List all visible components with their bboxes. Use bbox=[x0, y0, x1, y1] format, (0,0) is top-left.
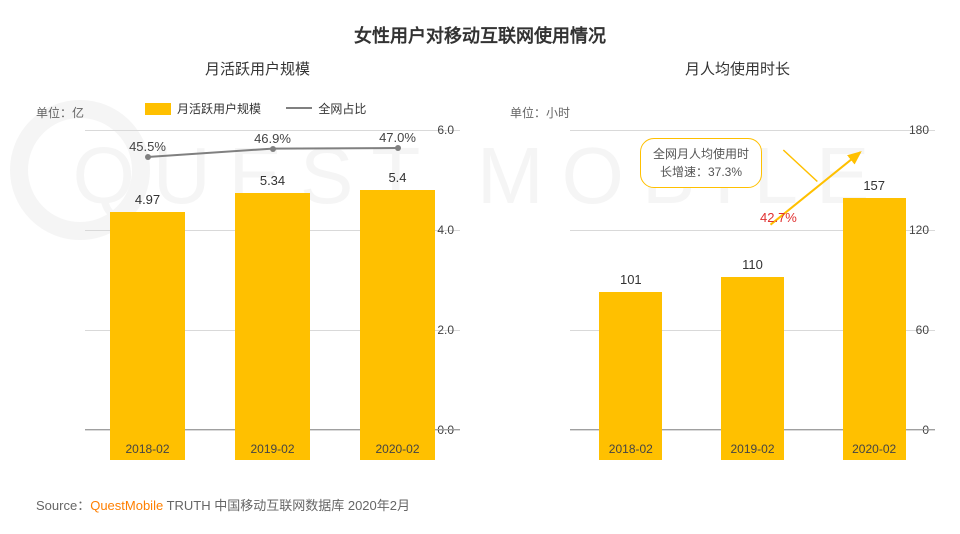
source-line: Source：QuestMobile TRUTH 中国移动互联网数据库 2020… bbox=[36, 495, 410, 514]
line-point bbox=[270, 146, 276, 152]
left-unit: 单位：亿 bbox=[36, 104, 84, 121]
source-brand: QuestMobile bbox=[90, 498, 163, 513]
legend-bar-swatch bbox=[145, 103, 171, 115]
legend-line: 全网占比 bbox=[286, 100, 366, 117]
callout-box: 全网月人均使用时 长增速：37.3% bbox=[640, 138, 762, 188]
trend-line bbox=[85, 130, 460, 430]
left-legend: 月活跃用户规模 全网占比 bbox=[145, 100, 388, 117]
source-prefix: Source： bbox=[36, 498, 90, 513]
line-value: 45.5% bbox=[129, 139, 166, 154]
callout-line1: 全网月人均使用时 bbox=[653, 147, 749, 161]
left-subtitle: 月活跃用户规模 bbox=[55, 58, 460, 79]
left-chart: 0.02.04.06.04.972018-025.342019-025.4202… bbox=[55, 130, 460, 460]
line-value: 46.9% bbox=[254, 131, 291, 146]
x-tick: 2020-02 bbox=[852, 442, 896, 456]
x-tick: 2019-02 bbox=[730, 442, 774, 456]
legend-bar: 月活跃用户规模 bbox=[145, 100, 261, 117]
right-subtitle: 月人均使用时长 bbox=[540, 58, 935, 79]
main-title: 女性用户对移动互联网使用情况 bbox=[0, 22, 960, 48]
x-tick: 2018-02 bbox=[125, 442, 169, 456]
legend-bar-label: 月活跃用户规模 bbox=[177, 102, 261, 116]
line-point bbox=[395, 145, 401, 151]
line-value: 47.0% bbox=[379, 130, 416, 145]
source-suffix: TRUTH 中国移动互联网数据库 2020年2月 bbox=[163, 498, 410, 513]
right-unit: 单位：小时 bbox=[510, 104, 570, 121]
x-tick: 2018-02 bbox=[609, 442, 653, 456]
x-tick: 2020-02 bbox=[375, 442, 419, 456]
growth-label: 42.7% bbox=[760, 210, 797, 225]
legend-line-label: 全网占比 bbox=[318, 102, 366, 116]
callout-line2: 长增速：37.3% bbox=[660, 165, 742, 179]
x-tick: 2019-02 bbox=[250, 442, 294, 456]
line-point bbox=[145, 154, 151, 160]
legend-line-swatch bbox=[286, 107, 312, 109]
